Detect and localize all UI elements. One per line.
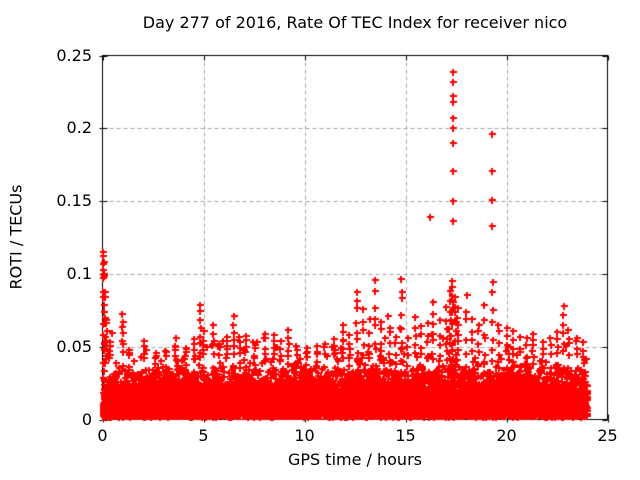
x-tick-label-5: 5: [198, 426, 209, 445]
chart-title: Day 277 of 2016, Rate Of TEC Index for r…: [142, 13, 568, 32]
y-tick-label-0.1: 0.1: [66, 263, 92, 283]
y-tick-label-0: 0: [81, 409, 92, 429]
x-axis-label: GPS time / hours: [288, 450, 422, 469]
y-tick-label-0.15: 0.15: [56, 191, 92, 211]
x-tick-label-25: 25: [597, 426, 618, 445]
x-tick-label-10: 10: [294, 426, 315, 445]
x-tick-label-20: 20: [496, 426, 517, 445]
y-tick-label-0.2: 0.2: [66, 118, 92, 138]
y-tick-label-0.05: 0.05: [56, 336, 92, 356]
y-tick-label-0.25: 0.25: [56, 45, 92, 65]
x-tick-label-0: 0: [97, 426, 108, 445]
x-tick-label-15: 15: [395, 426, 416, 445]
